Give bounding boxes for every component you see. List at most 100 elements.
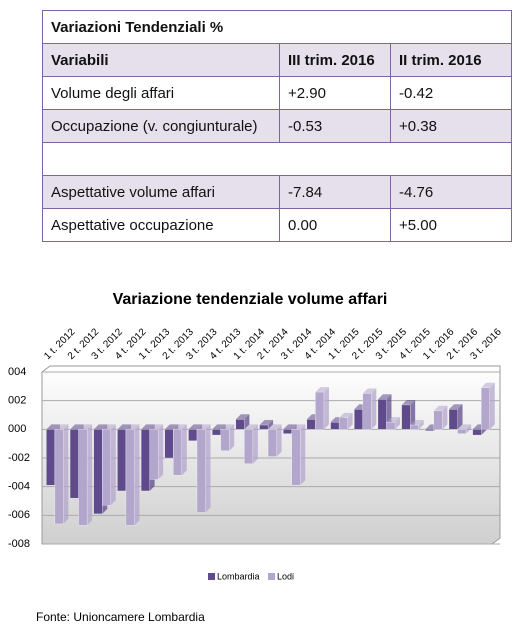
bar xyxy=(54,424,69,525)
bar-side xyxy=(63,424,69,524)
bar-side xyxy=(110,424,116,506)
bar-top xyxy=(93,424,108,430)
bar-side xyxy=(134,424,140,526)
bar-side xyxy=(418,420,424,430)
bar-side xyxy=(252,424,258,464)
bar-top xyxy=(291,424,306,430)
data-table: Variazioni Tendenziali % Variabili III tr… xyxy=(42,10,512,242)
bar xyxy=(481,382,495,430)
bar-front xyxy=(78,429,88,526)
bar-side xyxy=(395,417,400,430)
bar-front xyxy=(354,409,363,430)
cell: 0.00 xyxy=(279,208,391,242)
row: Aspettative volume affari -7.84 -4.76 xyxy=(42,175,512,209)
bar-front xyxy=(267,429,277,457)
header-cell: III trim. 2016 xyxy=(279,43,391,77)
bar-front xyxy=(291,429,301,486)
bar-top xyxy=(268,424,282,430)
header-cell: Variabili xyxy=(42,43,280,77)
bar-front xyxy=(425,429,434,431)
bar-top xyxy=(259,420,274,426)
bar-top xyxy=(244,424,258,430)
row: Aspettative occupazione 0.00 +5.00 xyxy=(42,208,512,242)
table-title: Variazioni Tendenziali % xyxy=(42,10,512,44)
bar-side xyxy=(347,412,353,430)
cell: -4.76 xyxy=(390,175,512,209)
bar-top xyxy=(188,424,202,430)
bar xyxy=(235,414,250,430)
bar-top xyxy=(220,424,235,430)
y-tick-label: 004 xyxy=(8,366,26,378)
cell: +5.00 xyxy=(390,208,512,242)
bar-front xyxy=(410,424,419,430)
row: Occupazione (v. congiunturale) -0.53 +0.38 xyxy=(42,109,512,143)
bar-side xyxy=(205,424,211,513)
bar-top xyxy=(117,424,131,430)
bar-top xyxy=(362,388,377,394)
bar-front xyxy=(259,424,269,430)
bar-top xyxy=(173,424,187,430)
bar xyxy=(244,424,258,464)
bar-top xyxy=(149,424,164,430)
bar xyxy=(457,424,472,434)
bar xyxy=(259,420,274,430)
bar-front xyxy=(457,429,467,434)
bar-side xyxy=(300,424,306,486)
bar xyxy=(267,424,282,457)
bar-front xyxy=(140,429,150,492)
cell: Aspettative occupazione xyxy=(42,208,280,242)
bar-top xyxy=(410,420,424,426)
bar-front xyxy=(102,429,111,506)
legend-swatch xyxy=(208,573,215,580)
bar xyxy=(220,424,235,451)
bar-front xyxy=(472,429,482,436)
bar-front xyxy=(164,429,174,459)
y-tick-label: -006 xyxy=(8,509,30,521)
bar-top xyxy=(457,424,472,430)
bar xyxy=(291,424,306,486)
bar-front xyxy=(235,419,245,430)
cell: Occupazione (v. congiunturale) xyxy=(42,109,280,143)
bar xyxy=(433,405,448,430)
bar-side xyxy=(466,424,472,434)
cell: -0.53 xyxy=(279,109,391,143)
bar-side xyxy=(87,424,93,526)
bar-front xyxy=(125,429,135,526)
legend-swatch xyxy=(268,573,275,580)
cell: Aspettative volume affari xyxy=(42,175,280,209)
bar-front xyxy=(362,393,372,430)
row: Volume degli affari +2.90 -0.42 xyxy=(42,76,512,110)
bar-top xyxy=(377,394,392,400)
bar xyxy=(125,424,140,526)
bar xyxy=(362,388,377,430)
blank-cell xyxy=(42,142,512,176)
bar-top xyxy=(141,424,155,430)
bar-side xyxy=(323,387,329,430)
bar xyxy=(386,417,400,430)
bar xyxy=(102,424,116,506)
bar-top xyxy=(283,424,297,430)
header-row: Variabili III trim. 2016 II trim. 2016 xyxy=(42,43,512,77)
bar-top xyxy=(315,387,329,393)
bar-front xyxy=(481,387,490,430)
bar-side xyxy=(276,424,282,457)
bar-side xyxy=(442,405,448,430)
bar-top xyxy=(481,382,495,388)
bar-front xyxy=(173,429,182,476)
bar-top xyxy=(78,424,93,430)
legend-label: Lombardia xyxy=(217,571,260,581)
bar-front xyxy=(220,429,230,451)
bar-front xyxy=(117,429,127,492)
bar xyxy=(196,424,211,513)
bar-front xyxy=(244,429,254,464)
bar-top xyxy=(102,424,116,430)
bar-front xyxy=(93,429,103,515)
bar-side xyxy=(244,414,250,430)
source: Fonte: Unioncamere Lombardia xyxy=(36,610,205,624)
bar-front xyxy=(188,429,198,441)
y-tick-label: -004 xyxy=(8,481,30,493)
bar-front xyxy=(377,399,387,430)
bar-top xyxy=(212,424,226,430)
bar-side xyxy=(158,424,164,480)
